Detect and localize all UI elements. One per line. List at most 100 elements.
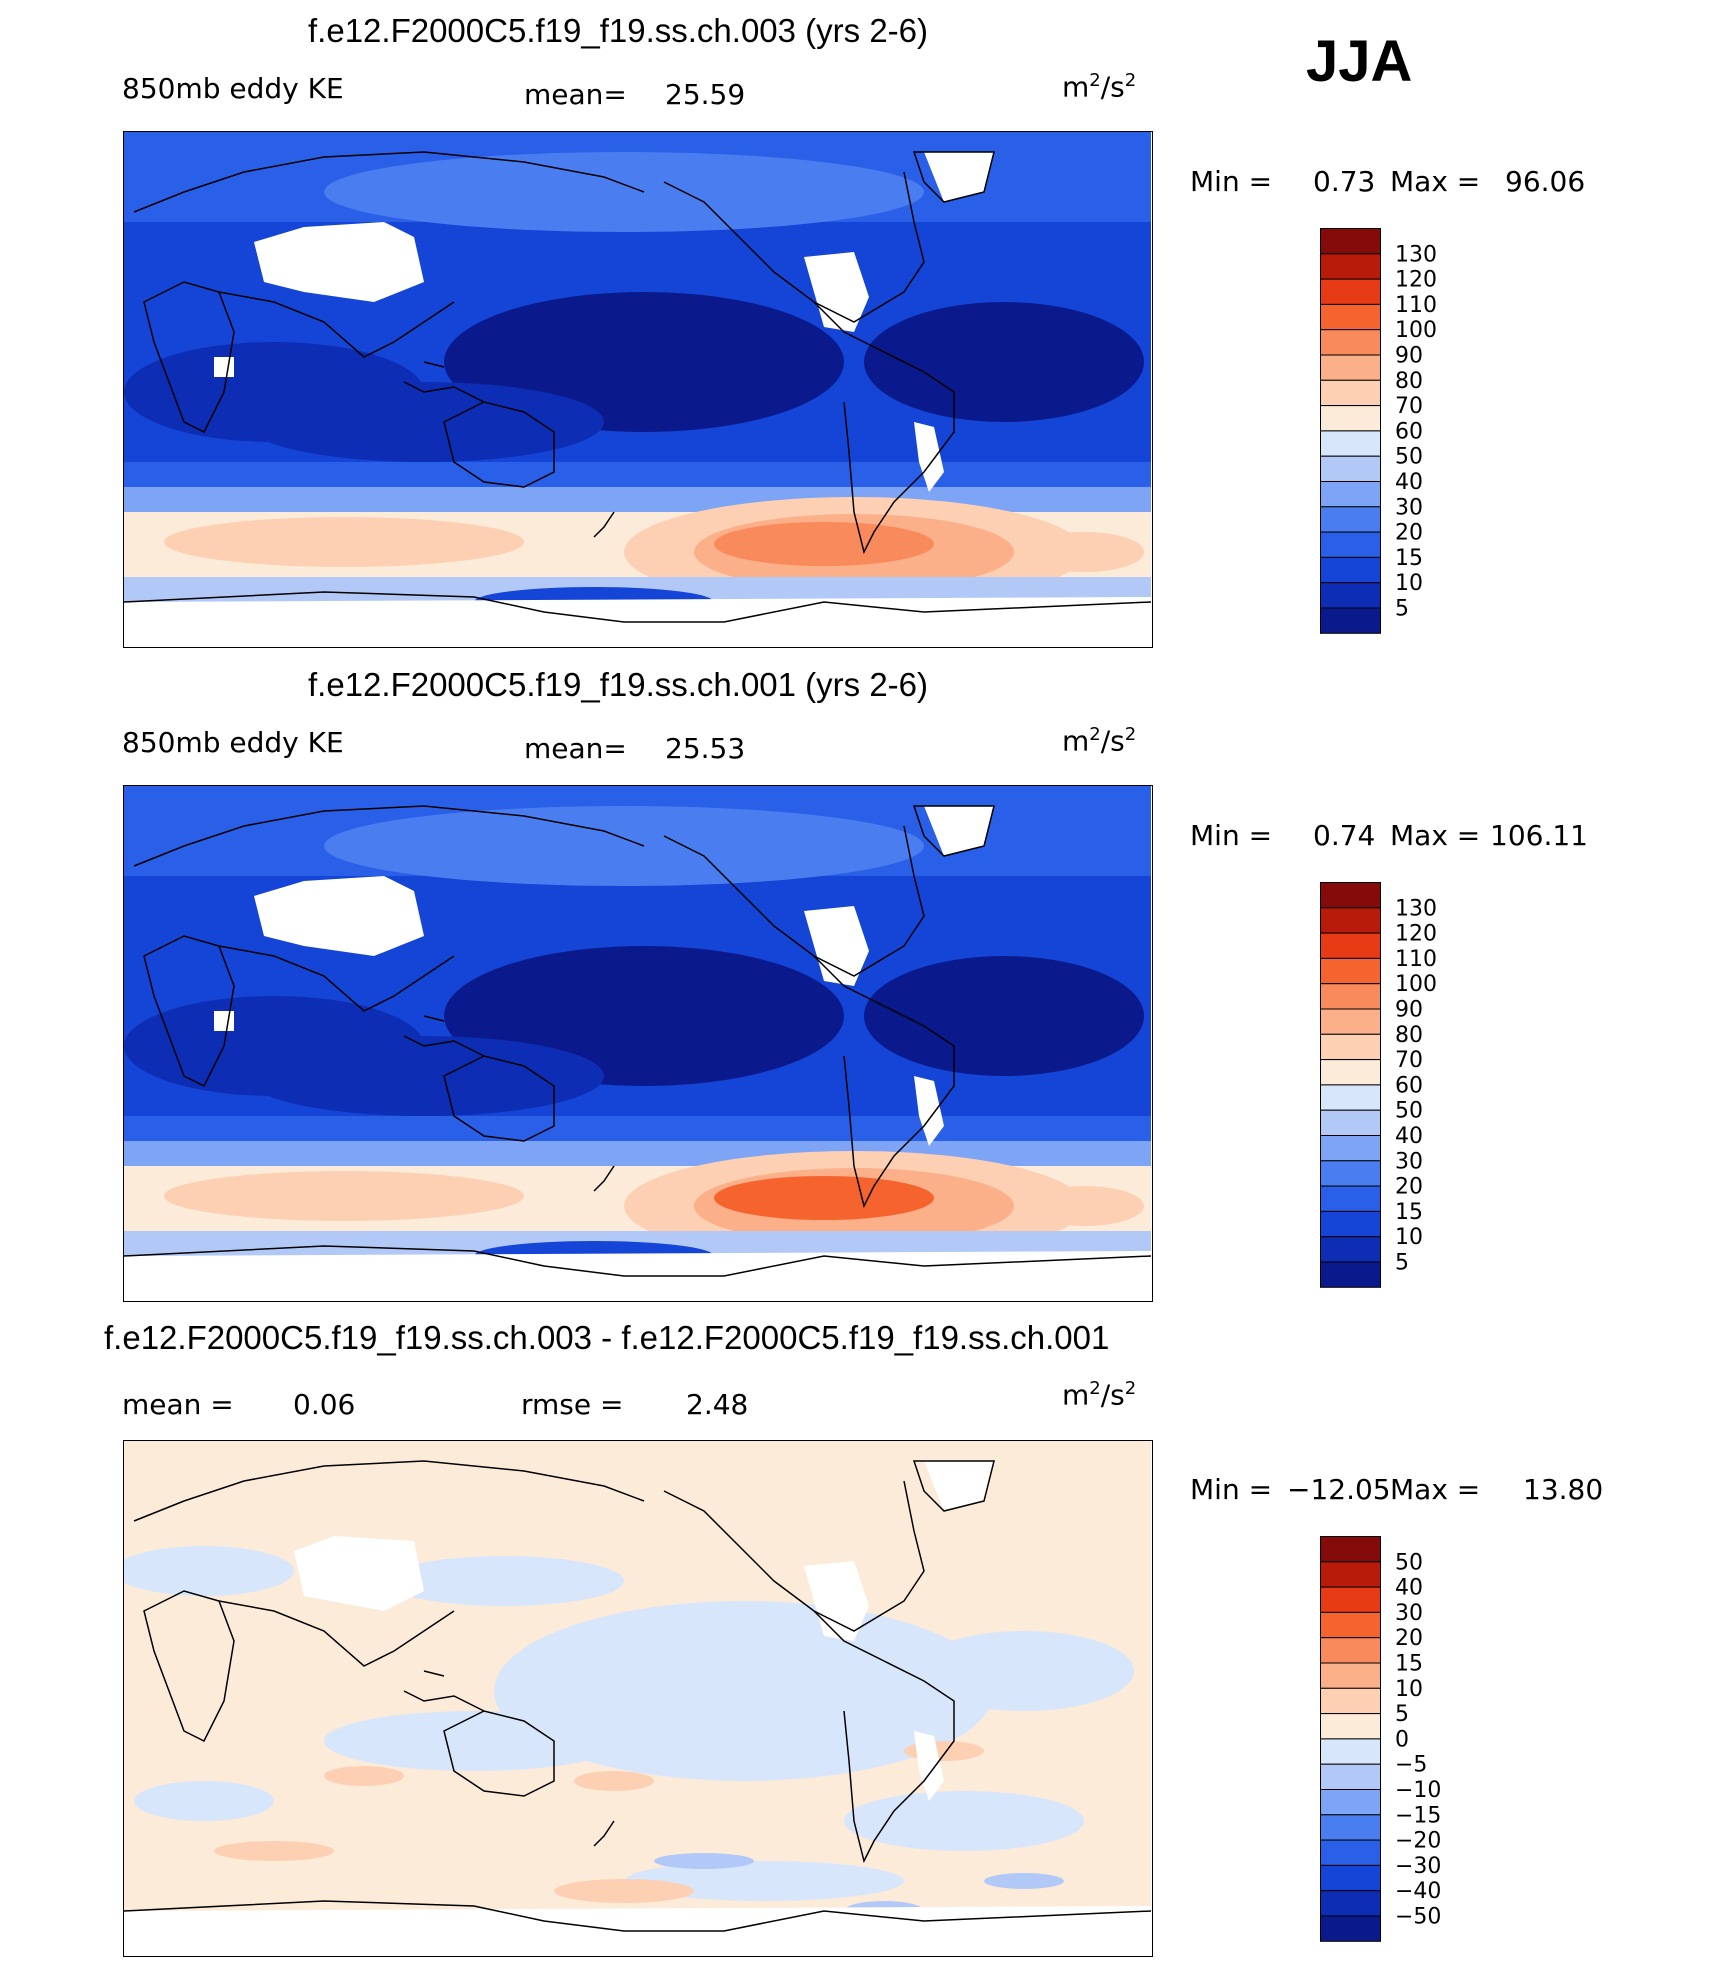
colorbar-swatch [1320,1586,1381,1613]
colorbar-tick-label: 60 [1395,1073,1423,1098]
colorbar-swatch [1320,1135,1381,1162]
colorbar-swatch [1320,1059,1381,1086]
tibet-mask [294,1536,424,1611]
colorbar-swatch [1320,1236,1381,1263]
panel-3-min-value: −12.05 [1287,1473,1391,1506]
colorbar-swatch [1320,1864,1381,1892]
rockies-mask [804,906,869,986]
rockies-mask [804,1561,869,1641]
colorbar-swatch [1320,1637,1381,1664]
colorbar-tick-label: 20 [1395,1175,1423,1200]
negative-anomaly [914,1631,1134,1711]
colorbar-tick-label: 120 [1395,268,1437,293]
colorbar-swatch [1320,1185,1381,1212]
colorbar-tick-label: 50 [1395,445,1423,470]
positive-anomaly [214,1841,334,1861]
panel-1-map-svg [124,132,1151,646]
panel-3-mean-value: 0.06 [293,1388,356,1421]
colorbar-tick-label: −5 [1395,1753,1427,1778]
panel-1-units: m2/s2 [1062,70,1137,104]
colorbar-swatch [1320,253,1381,280]
colorbar-swatch [1320,1789,1381,1816]
panel-2-variable-label: 850mb eddy KE [122,726,344,759]
south-pacific-maximum [714,522,934,566]
arctic-band [324,806,924,886]
colorbar-tick-label: 80 [1395,369,1423,394]
colorbar-tick-label: 40 [1395,470,1423,495]
negative-anomaly [134,1781,274,1821]
colorbar-swatch [1320,506,1381,533]
colorbar-swatch [1320,354,1381,381]
colorbar-swatch [1320,932,1381,959]
colorbar-swatch [1320,582,1381,609]
panel-3-map [123,1440,1153,1957]
greenland-mask [924,152,994,202]
panel-3-rmse-label: rmse = [521,1388,624,1421]
panel-3-rmse-value: 2.48 [686,1388,749,1421]
greenland-mask [924,806,994,856]
indian-ocean-storm-track [164,517,524,567]
panel-3-mean-label: mean = [122,1388,234,1421]
colorbar-tick-label: 60 [1395,419,1423,444]
colorbar-tick-label: 0 [1395,1727,1409,1752]
colorbar-tick-label: 90 [1395,998,1423,1023]
colorbar-tick-label: 50 [1395,1550,1423,1575]
colorbar-tick-label: 30 [1395,1601,1423,1626]
south-atlantic-storm-track [1024,1186,1144,1226]
colorbar-swatch [1320,405,1381,432]
colorbar-swatch [1320,481,1381,508]
colorbar-swatch [1320,1561,1381,1588]
colorbar-swatch [1320,957,1381,985]
negative-anomaly [844,1791,1084,1851]
andes-mask [914,422,944,492]
colorbar-swatch [1320,1210,1381,1238]
colorbar-tick-label: −15 [1395,1803,1441,1828]
colorbar-tick-label: 5 [1395,597,1409,622]
indian-ocean-storm-track [164,1171,524,1221]
panel-1-mean-label: mean= [524,78,627,111]
colorbar-tick-label: 15 [1395,1652,1423,1677]
colorbar-tick-label: 70 [1395,394,1423,419]
panel-2-map-svg [124,786,1151,1300]
negative-anomaly [654,1853,754,1869]
colorbar-swatch [1320,556,1381,584]
colorbar-tick-label: 50 [1395,1099,1423,1124]
colorbar-swatch [1320,907,1381,934]
colorbar-tick-label: 40 [1395,1124,1423,1149]
panel-2-max-label: Max = [1390,819,1481,852]
colorbar-tick-label: 15 [1395,546,1423,571]
colorbar-swatch [1320,228,1381,255]
colorbar-swatch [1320,1662,1381,1689]
south-pacific-maximum [714,1176,934,1220]
colorbar-swatch [1320,1008,1381,1035]
colorbar-tick-label: 130 [1395,242,1437,267]
colorbar-tick-label: 5 [1395,1251,1409,1276]
colorbar-swatch [1320,278,1381,305]
positive-anomaly [554,1879,694,1903]
colorbar-swatch [1320,430,1381,457]
panel-1-mean-value: 25.59 [665,78,746,111]
north-atlantic-low [864,302,1144,422]
north-atlantic-low [864,956,1144,1076]
maritime-continent-low [244,1036,604,1116]
colorbar-tick-label: 100 [1395,972,1437,997]
colorbar-swatch [1320,1536,1381,1563]
panel-1-max-label: Max = [1390,165,1481,198]
colorbar-tick-label: 110 [1395,947,1437,972]
colorbar-tick-label: 20 [1395,521,1423,546]
colorbar-swatch [1320,1261,1381,1288]
colorbar-swatch [1320,983,1381,1010]
panel-1-variable-label: 850mb eddy KE [122,72,344,105]
andes-mask [914,1076,944,1146]
colorbar-tick-label: 10 [1395,1677,1423,1702]
colorbar-tick-label: 120 [1395,922,1437,947]
colorbar-swatch [1320,379,1381,407]
colorbar-tick-label: 90 [1395,344,1423,369]
east-africa-mask [214,357,234,377]
positive-anomaly [574,1771,654,1791]
negative-anomaly [124,1546,294,1596]
panel-2-map [123,785,1153,1302]
